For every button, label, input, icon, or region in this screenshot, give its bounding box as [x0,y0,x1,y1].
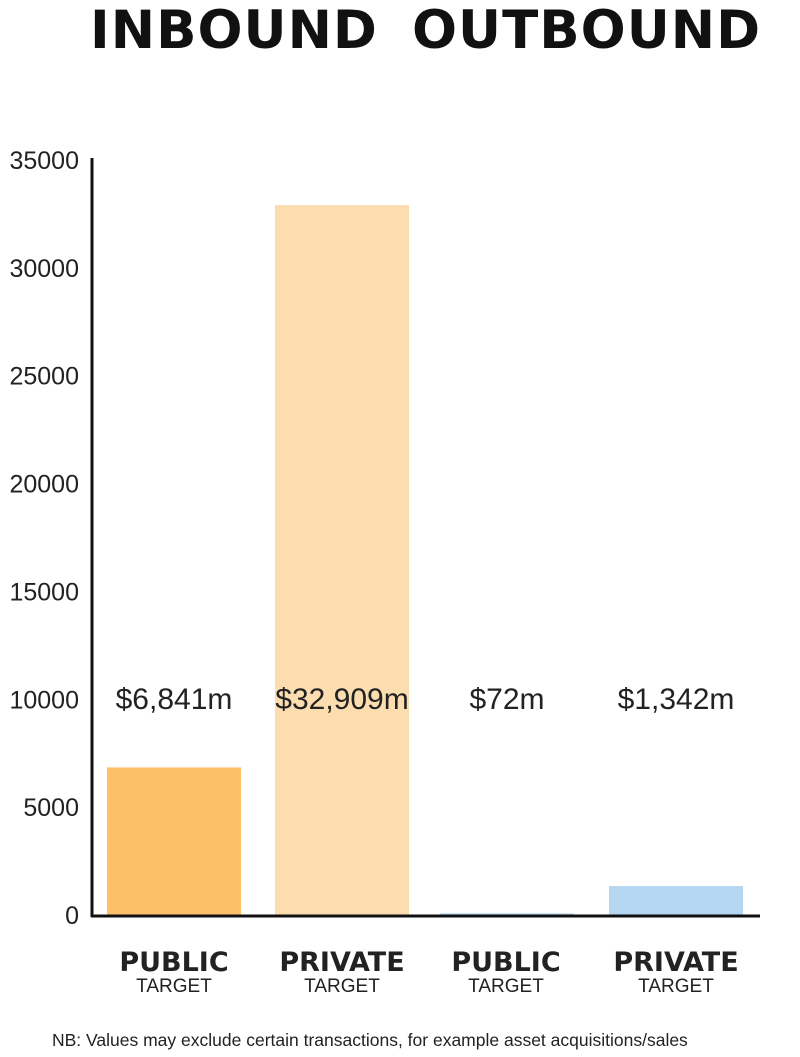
bar [107,767,241,915]
category-label-private-outbound: PRIVATE TARGET [606,947,746,998]
category-label-public-inbound: PUBLIC TARGET [104,947,244,998]
y-tick-label: 15000 [9,578,79,606]
bar [609,886,743,915]
bars [107,205,743,916]
category-label-public-outbound: PUBLIC TARGET [436,947,576,998]
y-tick-label: 10000 [9,686,79,714]
outbound-heading: OUTBOUND [412,0,762,61]
category-sub: TARGET [304,976,380,998]
category-main: PUBLIC [119,947,229,978]
y-tick-label: 20000 [9,471,79,499]
bar [440,913,574,915]
data-label: $6,841m [116,683,233,716]
y-tick-label: 25000 [9,363,79,391]
y-tick-label: 30000 [9,255,79,283]
category-sub: TARGET [638,976,714,998]
category-main: PUBLIC [451,947,561,978]
inbound-heading: INBOUND [90,0,378,61]
category-label-private-inbound: PRIVATE TARGET [272,947,412,998]
footnote: NB: Values may exclude certain transacti… [52,1030,688,1050]
y-tick-label: 35000 [9,147,79,175]
data-label: $32,909m [275,683,408,716]
bar [275,205,409,916]
category-sub: TARGET [136,976,212,998]
category-sub: TARGET [468,976,544,998]
data-labels: $6,841m $32,909m $72m $1,342m [116,683,735,716]
category-main: PRIVATE [613,947,739,978]
data-label: $72m [469,683,544,716]
y-axis-ticks: 0 5000 10000 15000 20000 25000 30000 35000 [9,147,79,930]
data-label: $1,342m [618,683,735,716]
y-tick-label: 0 [65,902,79,930]
category-main: PRIVATE [279,947,405,978]
y-tick-label: 5000 [23,794,79,822]
